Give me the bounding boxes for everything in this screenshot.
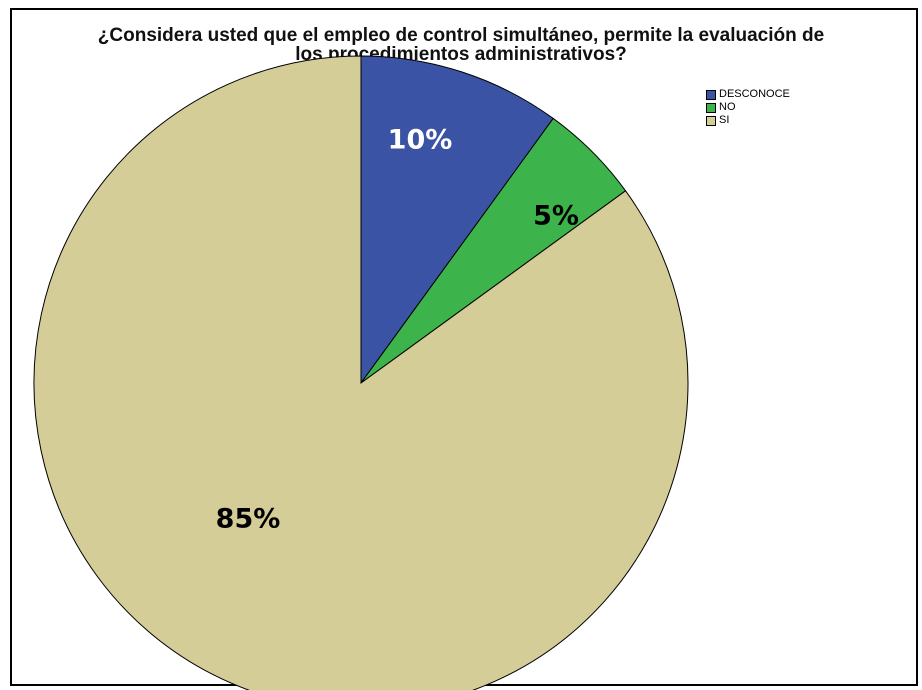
legend-item-si: SI (706, 114, 790, 127)
pie-slice-si (33, 55, 689, 690)
legend: DESCONOCE NO SI (706, 88, 790, 127)
legend-label-desconoce: DESCONOCE (719, 88, 790, 100)
legend-swatch-no (706, 102, 716, 113)
data-label-no: 5% (533, 201, 579, 232)
legend-item-no: NO (706, 101, 790, 114)
pie-slice-desconoce (360, 55, 554, 385)
legend-label-no: NO (719, 101, 736, 113)
legend-swatch-desconoce (706, 89, 716, 100)
data-label-desconoce: 10% (388, 125, 453, 156)
legend-item-desconoce: DESCONOCE (706, 88, 790, 101)
legend-swatch-si (706, 115, 716, 126)
chart-title-line-1: ¿Considera usted que el empleo de contro… (97, 25, 825, 46)
legend-label-si: SI (719, 114, 730, 126)
data-label-si: 85% (216, 504, 281, 535)
